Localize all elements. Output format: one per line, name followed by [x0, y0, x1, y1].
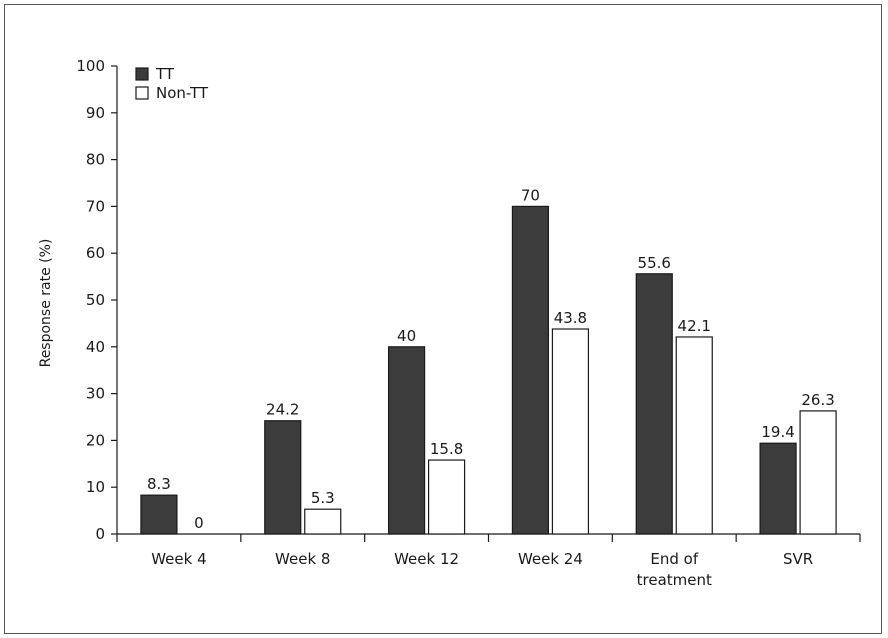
value-label-non-tt: 26.3 — [801, 391, 834, 409]
bar-non-tt — [304, 508, 342, 535]
y-tick-label: 100 — [76, 57, 105, 75]
chart-axes: 0 10 20 30 40 50 60 70 80 90 100 Response rate (%) W… — [38, 57, 861, 589]
value-label-tt: 19.4 — [761, 423, 794, 441]
value-label-non-tt: 0 — [194, 514, 204, 532]
y-tick-label: 60 — [86, 244, 105, 262]
legend-label: TT — [155, 65, 175, 83]
legend-swatch — [135, 67, 149, 81]
y-tick-label: 90 — [86, 104, 105, 122]
bar-non-tt — [551, 328, 590, 535]
y-axis-title: Response rate (%) — [38, 239, 54, 368]
bar-tt — [387, 346, 426, 535]
x-tick-label: Week 8 — [275, 550, 330, 568]
value-label-non-tt: 42.1 — [678, 317, 711, 335]
bar-tt — [635, 273, 673, 535]
legend-label: Non-TT — [156, 84, 209, 102]
value-label-tt: 8.3 — [147, 475, 171, 493]
y-tick-label: 50 — [86, 291, 105, 309]
value-label-tt: 40 — [397, 327, 416, 345]
bar-non-tt — [799, 410, 837, 535]
legend-swatch — [135, 86, 149, 100]
x-tick-label: SVR — [783, 550, 813, 568]
value-label-non-tt: 5.3 — [311, 489, 335, 507]
bar-non-tt — [675, 336, 713, 535]
value-label-tt: 55.6 — [638, 254, 671, 272]
x-tick-label: Week 24 — [518, 550, 583, 568]
bar-tt — [759, 442, 797, 535]
y-tick-label: 70 — [86, 197, 105, 215]
bar-non-tt — [427, 459, 466, 535]
value-label-tt: 70 — [521, 186, 540, 204]
y-tick-label: 40 — [86, 338, 105, 356]
value-label-non-tt: 15.8 — [430, 440, 463, 458]
bar-tt — [140, 494, 178, 535]
y-tick-label: 10 — [86, 478, 105, 496]
x-tick-label: Week 4 — [151, 550, 206, 568]
value-label-tt: 24.2 — [266, 401, 299, 419]
bar-tt — [264, 420, 302, 535]
y-tick-label: 0 — [95, 525, 105, 543]
y-tick-label: 30 — [86, 385, 105, 403]
y-tick-label: 80 — [86, 151, 105, 169]
y-tick-label: 20 — [86, 431, 105, 449]
x-tick-label: treatment — [637, 571, 712, 589]
chart-bars: 8.3 24.2 40 70 55.6 19.4 0 5.3 15.8 43.8 42.1 26.3 — [140, 186, 837, 535]
x-tick-label: End of — [650, 550, 698, 568]
bar-tt — [511, 205, 550, 535]
x-tick-label: Week 12 — [394, 550, 459, 568]
value-label-non-tt: 43.8 — [554, 309, 587, 327]
